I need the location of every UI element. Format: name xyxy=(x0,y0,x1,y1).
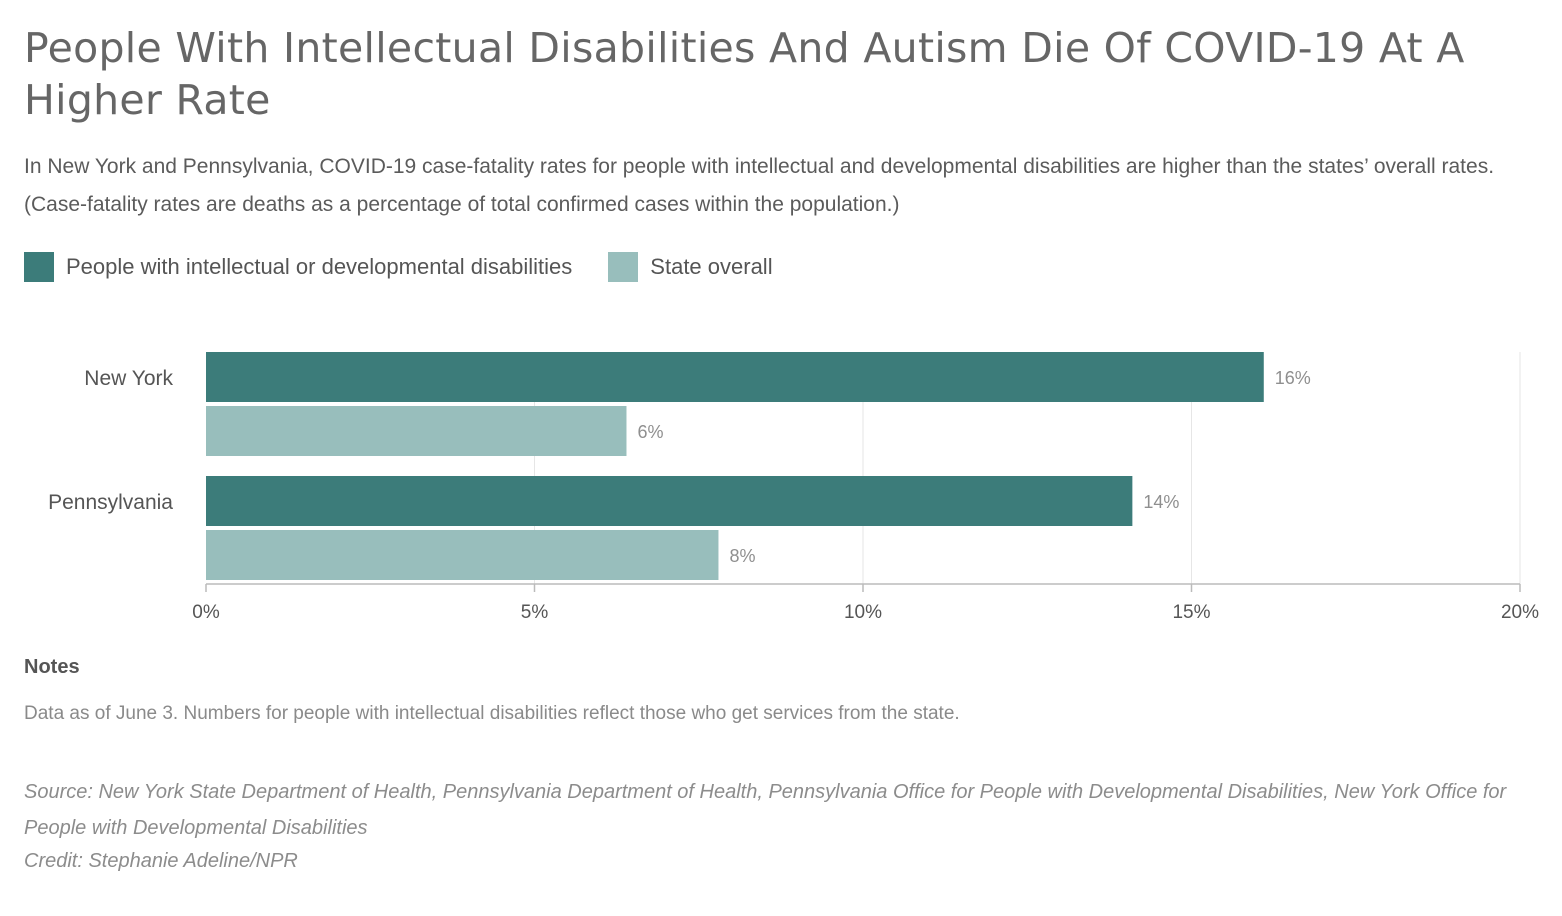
category-label: Pennsylvania xyxy=(48,491,173,514)
x-tick-label: 10% xyxy=(844,602,882,623)
bar xyxy=(206,530,719,580)
chart-subtitle: In New York and Pennsylvania, COVID-19 c… xyxy=(24,155,1495,216)
legend-label-state-overall: State overall xyxy=(650,254,773,279)
category-label: New York xyxy=(84,367,173,390)
credit-text: Credit: Stephanie Adeline/NPR xyxy=(24,850,298,872)
x-tick-label: 15% xyxy=(1172,602,1210,623)
legend-item-state-overall: State overall xyxy=(608,252,773,282)
legend-item-disabilities: People with intellectual or developmenta… xyxy=(24,252,572,282)
data-label: 6% xyxy=(637,422,663,442)
bar xyxy=(206,352,1264,402)
notes-title: Notes xyxy=(24,656,80,678)
data-label: 16% xyxy=(1275,368,1311,388)
notes-text: Data as of June 3. Numbers for people wi… xyxy=(24,703,960,724)
source-text: Source: New York State Department of Hea… xyxy=(24,781,1507,839)
x-tick-label: 5% xyxy=(521,602,549,623)
legend-swatch-disabilities xyxy=(24,252,54,282)
bar-chart: 16% 6% New York 14% 8% Pennsylvania 0% 5% 10% 15%… xyxy=(48,352,1539,623)
legend-label-disabilities: People with intellectual or developmenta… xyxy=(66,254,573,279)
bar xyxy=(206,406,627,456)
legend-swatch-state-overall xyxy=(608,252,639,282)
x-tick-label: 20% xyxy=(1501,602,1539,623)
data-label: 8% xyxy=(729,546,755,566)
chart-title: People With Intellectual Disabilities An… xyxy=(24,24,1465,124)
legend: People with intellectual or developmenta… xyxy=(24,252,809,282)
x-tick-label: 0% xyxy=(192,602,220,623)
data-label: 14% xyxy=(1143,492,1179,512)
bar xyxy=(206,476,1133,526)
